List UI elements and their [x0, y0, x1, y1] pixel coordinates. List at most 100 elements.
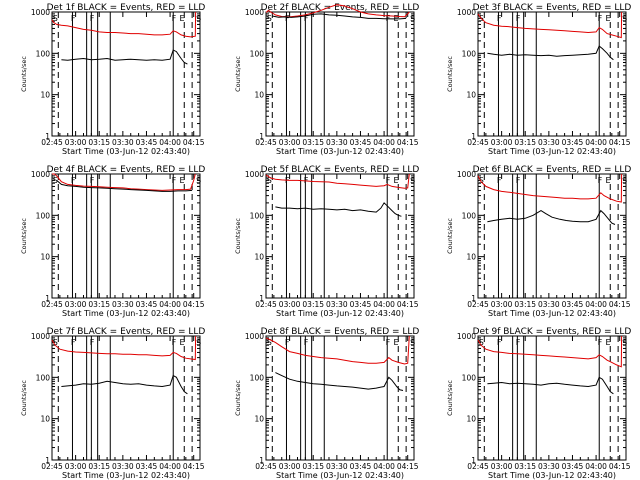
x-tick-label: 03:30 — [112, 462, 134, 471]
x-axis-label: Start Time (03-Jun-12 02:43:40) — [488, 309, 616, 318]
chart-title: Det 3f BLACK = Events, RED = LLD — [473, 3, 632, 13]
x-tick-label: 02:45 — [41, 138, 63, 147]
x-axis-label: Start Time (03-Jun-12 02:43:40) — [276, 309, 404, 318]
y-tick-label: 1 — [471, 294, 476, 303]
series-lld — [51, 335, 197, 361]
x-tick-label: 04:15 — [397, 300, 419, 309]
interval-marker: S — [410, 176, 415, 185]
y-tick-label: 10 — [40, 91, 50, 100]
x-axis-label: Start Time (03-Jun-12 02:43:40) — [488, 147, 616, 156]
interval-marker: F — [285, 14, 290, 23]
series-lld — [265, 335, 410, 365]
plot-frame — [51, 11, 201, 137]
x-tick-label: 03:00 — [491, 300, 513, 309]
y-tick-label: 1000 — [245, 8, 264, 17]
y-tick-label: 10 — [466, 91, 476, 100]
x-tick-label: 03:45 — [136, 462, 158, 471]
y-tick-label: 100 — [250, 49, 265, 58]
y-axis-label: Counts/sec — [234, 56, 242, 92]
y-tick-label: 100 — [36, 49, 51, 58]
x-tick-label: 03:30 — [112, 300, 134, 309]
x-tick-label: 03:45 — [350, 462, 372, 471]
x-tick-label: 03:30 — [538, 462, 560, 471]
series-events — [487, 45, 614, 61]
y-tick-label: 10 — [466, 253, 476, 262]
y-tick-label: 100 — [462, 49, 477, 58]
y-tick-label: 10 — [40, 253, 50, 262]
series-events — [56, 180, 193, 192]
x-tick-label: 02:45 — [467, 462, 489, 471]
y-axis-label: Counts/sec — [234, 218, 242, 254]
x-tick-label: 03:30 — [326, 138, 348, 147]
y-tick-label: 10 — [466, 415, 476, 424]
interval-marker: S — [53, 14, 58, 23]
x-tick-label: 03:00 — [279, 138, 301, 147]
interval-marker: E — [606, 176, 611, 185]
y-tick-label: 1 — [45, 456, 50, 465]
series-events — [487, 209, 616, 225]
y-tick-label: 100 — [36, 211, 51, 220]
series-lld — [477, 11, 623, 39]
series-lld — [51, 11, 197, 38]
series-events — [61, 49, 188, 65]
x-tick-label: 04:00 — [585, 300, 607, 309]
interval-marker: F — [172, 176, 177, 185]
x-tick-label: 04:00 — [159, 138, 181, 147]
x-tick-label: 04:00 — [373, 462, 395, 471]
y-tick-label: 100 — [462, 373, 477, 382]
chart-title: Det 7f BLACK = Events, RED = LLD — [47, 327, 206, 337]
series-lld — [265, 173, 410, 189]
chart-title: Det 2f BLACK = Events, RED = LLD — [261, 3, 420, 13]
y-axis-label: Counts/sec — [234, 380, 242, 416]
y-tick-label: 10 — [254, 91, 264, 100]
x-tick-label: 04:00 — [373, 138, 395, 147]
interval-marker: F — [90, 14, 95, 23]
panel-6: Det 6f BLACK = Events, RED = LLD 1 10 100 10… — [446, 165, 631, 318]
x-tick-label: 03:00 — [65, 300, 87, 309]
x-tick-label: 04:00 — [373, 300, 395, 309]
y-tick-label: 1 — [45, 294, 50, 303]
chart-title: Det 6f BLACK = Events, RED = LLD — [473, 165, 632, 175]
y-tick-label: 1000 — [457, 332, 476, 341]
x-axis-label: Start Time (03-Jun-12 02:43:40) — [276, 147, 404, 156]
x-tick-label: 03:00 — [65, 462, 87, 471]
interval-marker: F — [497, 176, 502, 185]
plot-frame — [265, 173, 415, 299]
x-axis-label: Start Time (03-Jun-12 02:43:40) — [62, 471, 190, 480]
y-axis-label: Counts/sec — [446, 218, 454, 254]
x-tick-label: 02:45 — [467, 300, 489, 309]
x-tick-label: 04:00 — [159, 462, 181, 471]
x-tick-label: 03:45 — [562, 138, 584, 147]
plot-frame — [477, 173, 627, 299]
interval-marker: F — [598, 176, 603, 185]
x-tick-label: 04:15 — [609, 462, 631, 471]
interval-marker: S — [622, 14, 627, 23]
x-tick-label: 04:15 — [609, 138, 631, 147]
x-tick-label: 03:30 — [326, 462, 348, 471]
interval-marker: S — [622, 176, 627, 185]
interval-marker: S — [53, 176, 58, 185]
interval-marker: F — [598, 14, 603, 23]
plot-frame — [51, 173, 201, 299]
interval-marker: S — [196, 338, 201, 347]
y-axis-label: Counts/sec — [20, 218, 28, 254]
series-events — [275, 372, 404, 391]
x-tick-label: 04:15 — [397, 462, 419, 471]
interval-marker: F — [71, 14, 76, 23]
interval-marker: F — [386, 338, 391, 347]
interval-marker: F — [497, 14, 502, 23]
chart-title: Det 1f BLACK = Events, RED = LLD — [47, 3, 206, 13]
y-tick-label: 10 — [254, 253, 264, 262]
x-tick-label: 02:45 — [41, 462, 63, 471]
interval-marker: S — [479, 338, 484, 347]
chart-title: Det 5f BLACK = Events, RED = LLD — [261, 165, 420, 175]
panel-3: Det 3f BLACK = Events, RED = LLD 1 10 100 10… — [446, 3, 631, 156]
series-lld — [266, 4, 410, 18]
y-axis-label: Counts/sec — [446, 56, 454, 92]
x-tick-label: 03:45 — [350, 138, 372, 147]
interval-marker: F — [90, 176, 95, 185]
y-tick-label: 1000 — [31, 8, 50, 17]
y-tick-label: 1000 — [31, 170, 50, 179]
panel-4: Det 4f BLACK = Events, RED = LLD 1 10 100 10… — [20, 165, 205, 318]
